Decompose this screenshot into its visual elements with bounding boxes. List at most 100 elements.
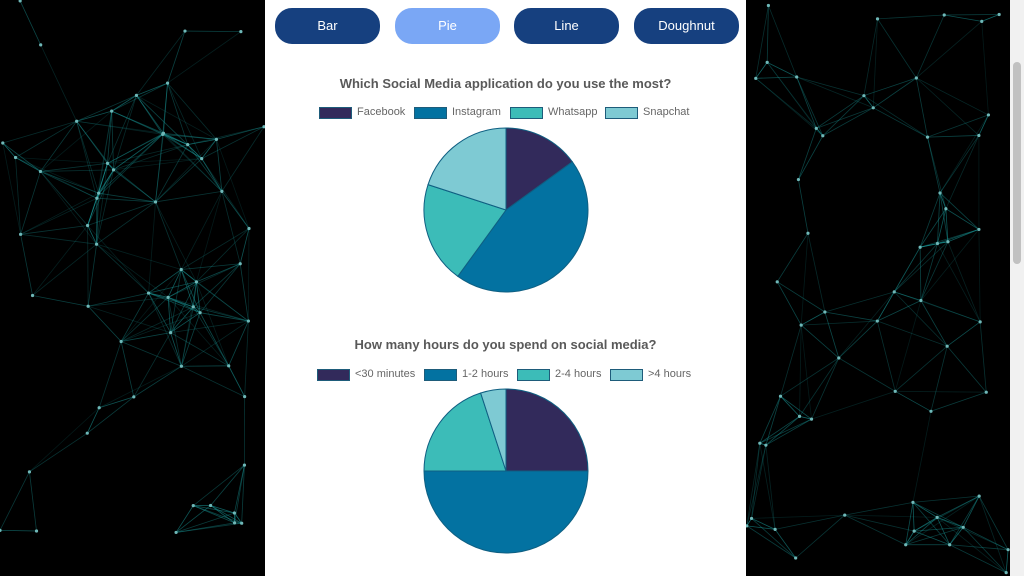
pie-slice-facebook[interactable]	[505, 127, 574, 211]
legend-label: <30 minutes	[355, 368, 416, 380]
network-line	[98, 132, 164, 194]
network-node	[919, 298, 923, 303]
tab-line[interactable]: Line	[514, 8, 619, 44]
network-line	[913, 495, 980, 532]
network-line	[199, 312, 230, 367]
network-line	[920, 243, 938, 248]
network-line	[912, 502, 950, 546]
network-line	[844, 514, 938, 518]
network-line	[811, 390, 896, 420]
page-scrollbar[interactable]	[1010, 0, 1024, 576]
network-node	[796, 177, 801, 182]
legend-swatch	[424, 369, 457, 381]
pie-slice-2-4-hours[interactable]	[423, 392, 507, 472]
network-line	[192, 306, 230, 367]
network-line	[32, 295, 89, 307]
network-line	[40, 44, 78, 122]
network-line	[978, 229, 981, 322]
network-node	[904, 543, 908, 547]
network-line	[946, 321, 981, 347]
network-line	[155, 158, 202, 203]
network-line	[912, 502, 964, 528]
network-line	[96, 243, 149, 294]
legend-label: >4 hours	[648, 368, 692, 380]
network-node	[977, 227, 981, 232]
legend-swatch	[414, 107, 447, 119]
network-node	[238, 262, 242, 266]
network-line	[187, 126, 265, 146]
network-node	[34, 529, 39, 533]
network-line	[111, 110, 164, 134]
pie-slice-instagram[interactable]	[457, 161, 589, 293]
network-line	[905, 526, 964, 546]
network-line	[20, 234, 33, 296]
network-line	[937, 516, 964, 528]
network-line	[816, 107, 874, 129]
network-line	[0, 529, 37, 532]
network-line	[136, 95, 164, 135]
pie-slice-whatsapp[interactable]	[423, 184, 507, 278]
network-line	[107, 132, 164, 164]
network-node	[978, 320, 982, 324]
network-line	[216, 126, 265, 140]
network-line	[776, 281, 802, 326]
network-line	[945, 135, 980, 209]
network-line	[40, 162, 108, 172]
network-line	[795, 514, 845, 559]
network-line	[815, 128, 824, 137]
pie-slice-snapchat[interactable]	[427, 127, 507, 211]
network-line	[170, 332, 182, 367]
network-line	[175, 505, 194, 533]
legend-swatch	[517, 369, 550, 381]
tab-pie[interactable]: Pie	[395, 8, 500, 44]
network-node	[240, 521, 244, 525]
pie-slice-30-minutes[interactable]	[505, 388, 589, 472]
network-line	[181, 263, 241, 270]
network-line	[162, 83, 168, 135]
network-line	[936, 517, 1007, 573]
pie-slice-1-2-hours[interactable]	[423, 470, 589, 554]
network-line	[751, 445, 767, 519]
network-node	[914, 76, 918, 80]
network-line	[751, 443, 761, 519]
network-line	[877, 18, 917, 79]
network-line	[877, 14, 945, 20]
network-line	[20, 171, 41, 235]
legend-swatch	[510, 107, 543, 119]
network-line	[2, 142, 21, 235]
network-line	[920, 300, 948, 347]
network-line	[32, 225, 88, 296]
network-line	[148, 292, 182, 367]
network-line	[872, 18, 878, 108]
network-line	[170, 281, 197, 333]
network-line	[780, 357, 839, 397]
network-line	[876, 320, 896, 392]
chart-legend: Facebook Instagram Whatsapp Snapchat	[265, 106, 746, 120]
network-line	[765, 418, 812, 446]
legend-swatch	[610, 369, 643, 381]
network-line	[755, 76, 797, 79]
pie-slice-4-hours[interactable]	[480, 388, 507, 472]
network-line	[155, 139, 217, 203]
network-line	[201, 139, 217, 159]
tab-doughnut[interactable]: Doughnut	[634, 8, 739, 44]
network-line	[1005, 549, 1009, 573]
network-line	[927, 114, 989, 138]
network-node	[799, 323, 803, 327]
network-line	[19, 0, 42, 46]
network-line	[96, 193, 100, 245]
network-line	[40, 169, 114, 172]
network-line	[800, 311, 826, 326]
network-line	[76, 120, 164, 134]
scrollbar-thumb[interactable]	[1013, 62, 1021, 264]
network-line	[167, 297, 229, 367]
network-line	[939, 192, 947, 209]
network-node	[97, 191, 101, 195]
network-line	[88, 296, 169, 307]
tab-bar[interactable]: Bar	[275, 8, 380, 44]
network-line	[746, 445, 767, 526]
network-node	[997, 12, 1001, 17]
network-line	[912, 502, 915, 532]
network-line	[798, 128, 817, 180]
network-line	[15, 157, 21, 235]
